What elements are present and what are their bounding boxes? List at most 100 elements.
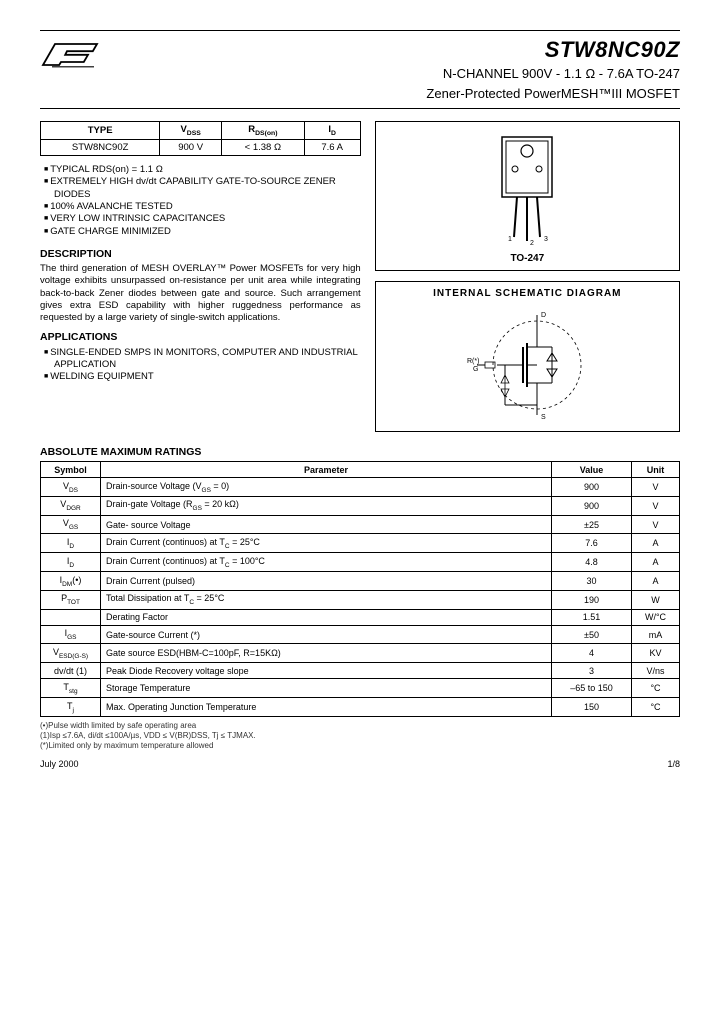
abs-sym: ID — [41, 553, 101, 572]
top-rule — [40, 30, 680, 31]
abs-val: ±50 — [552, 625, 632, 644]
svg-text:D: D — [541, 312, 546, 319]
spec-col-type: TYPE — [41, 122, 160, 140]
package-label: TO-247 — [510, 253, 544, 264]
abs-sym — [41, 609, 101, 625]
abs-unit: °C — [632, 679, 680, 698]
abs-col-param: Parameter — [101, 462, 552, 478]
abs-param: Drain-gate Voltage (RGS = 20 kΩ) — [101, 496, 552, 515]
spec-cell: 7.6 A — [304, 139, 360, 155]
abs-heading: ABSOLUTE MAXIMUM RATINGS — [40, 446, 680, 458]
abs-val: 7.6 — [552, 534, 632, 553]
abs-val: 30 — [552, 572, 632, 591]
abs-sym: VDS — [41, 478, 101, 497]
footer: July 2000 1/8 — [40, 759, 680, 769]
abs-unit: KV — [632, 644, 680, 663]
abs-val: –65 to 150 — [552, 679, 632, 698]
features-list: TYPICAL RDS(on) = 1.1 Ω EXTREMELY HIGH d… — [40, 164, 361, 238]
abs-sym: dv/dt (1) — [41, 663, 101, 679]
footnote: (•)Pulse width limited by safe operating… — [40, 721, 680, 731]
abs-val: 150 — [552, 698, 632, 717]
abs-unit: V — [632, 478, 680, 497]
abs-sym: VGS — [41, 515, 101, 534]
abs-col-unit: Unit — [632, 462, 680, 478]
abs-val: 4.8 — [552, 553, 632, 572]
abs-val: 1.51 — [552, 609, 632, 625]
spec-cell: < 1.38 Ω — [221, 139, 304, 155]
abs-unit: A — [632, 534, 680, 553]
abs-sym: ID — [41, 534, 101, 553]
left-column: TYPE VDSS RDS(on) ID STW8NC90Z 900 V < 1… — [40, 121, 361, 432]
spec-table: TYPE VDSS RDS(on) ID STW8NC90Z 900 V < 1… — [40, 121, 361, 156]
abs-sym: Tstg — [41, 679, 101, 698]
abs-col-value: Value — [552, 462, 632, 478]
schematic-title: INTERNAL SCHEMATIC DIAGRAM — [433, 288, 621, 299]
package-diagram: 1 2 3 TO-247 — [375, 121, 680, 271]
subtitle-1: N-CHANNEL 900V - 1.1 Ω - 7.6A TO-247 — [110, 65, 680, 83]
abs-ratings-section: ABSOLUTE MAXIMUM RATINGS Symbol Paramete… — [40, 446, 680, 751]
to247-icon: 1 2 3 — [472, 129, 582, 249]
abs-unit: W/°C — [632, 609, 680, 625]
svg-text:2: 2 — [530, 240, 534, 247]
abs-val: 3 — [552, 663, 632, 679]
svg-text:R(*): R(*) — [467, 358, 479, 365]
abs-val: 900 — [552, 496, 632, 515]
right-column: 1 2 3 TO-247 INTERNAL SCHEMATIC DIAGRAM — [375, 121, 680, 432]
spec-col-vdss: VDSS — [160, 122, 222, 140]
abs-sym: IDM(•) — [41, 572, 101, 591]
title-block: STW8NC90Z N-CHANNEL 900V - 1.1 Ω - 7.6A … — [110, 37, 680, 102]
footer-date: July 2000 — [40, 759, 79, 769]
header: STW8NC90Z N-CHANNEL 900V - 1.1 Ω - 7.6A … — [40, 37, 680, 102]
feature-item: VERY LOW INTRINSIC CAPACITANCES — [40, 213, 361, 225]
abs-param: Drain Current (continuos) at TC = 25°C — [101, 534, 552, 553]
abs-val: 900 — [552, 478, 632, 497]
abs-table: Symbol Parameter Value Unit VDSDrain-sou… — [40, 461, 680, 717]
feature-item: GATE CHARGE MINIMIZED — [40, 226, 361, 238]
footnote: (1)Isp ≤7.6A, di/dt ≤100A/µs, VDD ≤ V(BR… — [40, 731, 680, 741]
abs-sym: VESD(G-S) — [41, 644, 101, 663]
footnotes: (•)Pulse width limited by safe operating… — [40, 721, 680, 751]
abs-val: ±25 — [552, 515, 632, 534]
footnote: (*)Limited only by maximum temperature a… — [40, 741, 680, 751]
abs-sym: IGS — [41, 625, 101, 644]
abs-sym: PTOT — [41, 590, 101, 609]
spec-col-id: ID — [304, 122, 360, 140]
abs-param: Peak Diode Recovery voltage slope — [101, 663, 552, 679]
subtitle-2: Zener-Protected PowerMESH™III MOSFET — [110, 85, 680, 103]
description-text: The third generation of MESH OVERLAY™ Po… — [40, 263, 361, 325]
abs-unit: W — [632, 590, 680, 609]
abs-sym: VDGR — [41, 496, 101, 515]
mid-rule — [40, 108, 680, 109]
footer-page: 1/8 — [667, 759, 680, 769]
abs-param: Drain Current (pulsed) — [101, 572, 552, 591]
abs-unit: A — [632, 572, 680, 591]
feature-item: TYPICAL RDS(on) = 1.1 Ω — [40, 164, 361, 176]
part-number: STW8NC90Z — [110, 37, 680, 63]
abs-param: Gate-source Current (*) — [101, 625, 552, 644]
abs-unit: mA — [632, 625, 680, 644]
abs-col-symbol: Symbol — [41, 462, 101, 478]
abs-param: Drain Current (continuos) at TC = 100°C — [101, 553, 552, 572]
svg-text:S: S — [541, 414, 546, 421]
abs-val: 190 — [552, 590, 632, 609]
abs-sym: Tj — [41, 698, 101, 717]
abs-param: Max. Operating Junction Temperature — [101, 698, 552, 717]
abs-param: Total Dissipation at TC = 25°C — [101, 590, 552, 609]
abs-param: Gate source ESD(HBM-C=100pF, R=15KΩ) — [101, 644, 552, 663]
abs-param: Storage Temperature — [101, 679, 552, 698]
spec-col-rds: RDS(on) — [221, 122, 304, 140]
abs-param: Gate- source Voltage — [101, 515, 552, 534]
svg-text:1: 1 — [508, 236, 512, 243]
svg-text:G: G — [473, 366, 478, 373]
abs-unit: V — [632, 496, 680, 515]
main-columns: TYPE VDSS RDS(on) ID STW8NC90Z 900 V < 1… — [40, 121, 680, 432]
schematic-icon: R(*) G D S — [437, 305, 617, 425]
application-item: SINGLE-ENDED SMPS IN MONITORS, COMPUTER … — [40, 347, 361, 372]
feature-item: EXTREMELY HIGH dv/dt CAPABILITY GATE-TO-… — [40, 176, 361, 201]
abs-val: 4 — [552, 644, 632, 663]
spec-cell: 900 V — [160, 139, 222, 155]
schematic-diagram: INTERNAL SCHEMATIC DIAGRAM — [375, 281, 680, 432]
description-heading: DESCRIPTION — [40, 248, 361, 260]
feature-item: 100% AVALANCHE TESTED — [40, 201, 361, 213]
abs-param: Derating Factor — [101, 609, 552, 625]
